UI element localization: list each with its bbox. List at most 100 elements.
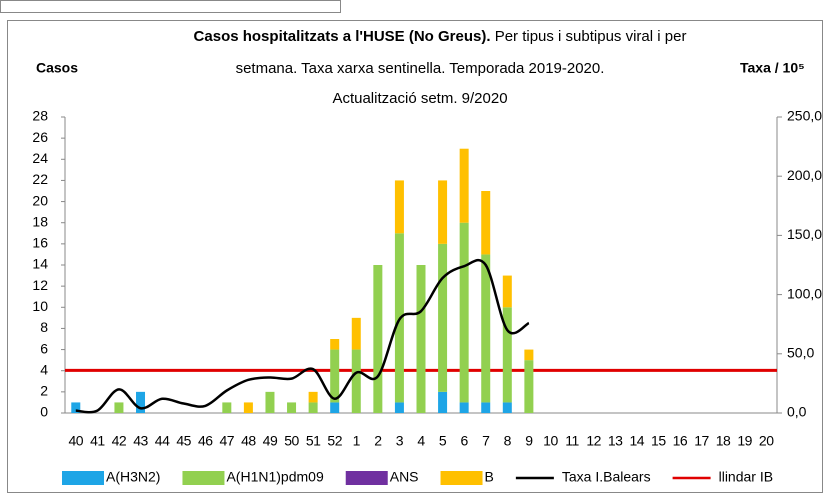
x-tick-label: 40: [68, 433, 83, 449]
x-tick-label: 47: [220, 433, 235, 449]
bar: [243, 402, 253, 413]
legend-label: A(H1N1)pdm09: [226, 469, 323, 485]
y-tick-label: 18: [32, 213, 48, 229]
y2-tick-label: 150,0: [787, 226, 822, 242]
y-tick-label: 22: [32, 171, 48, 187]
bar: [394, 180, 404, 234]
x-tick-label: 51: [306, 433, 321, 449]
legend-label: ANS: [390, 469, 419, 485]
x-tick-label: 3: [396, 433, 404, 449]
bar: [394, 402, 404, 413]
bar: [502, 307, 512, 403]
bar: [459, 222, 469, 403]
bar: [308, 402, 318, 413]
y2-axis-label: Taxa / 10⁵: [740, 60, 805, 76]
bar: [265, 391, 275, 413]
chart-title: Casos hospitalitzats a l'HUSE (No Greus)…: [194, 28, 491, 45]
subtitle: setmana. Taxa xarxa sentinella. Temporad…: [236, 60, 605, 77]
y2-tick-label: 250,0: [787, 108, 822, 124]
y-tick-label: 2: [40, 383, 48, 399]
bar: [481, 191, 491, 255]
bar: [438, 243, 448, 392]
x-tick-label: 43: [133, 433, 148, 449]
y-tick-label: 24: [32, 150, 48, 166]
top-frame: [0, 0, 341, 13]
x-tick-label: 17: [694, 433, 709, 449]
bar: [330, 402, 340, 413]
x-tick-label: 44: [155, 433, 170, 449]
x-tick-label: 11: [565, 433, 579, 449]
y-axis-label: Casos: [36, 60, 78, 76]
bar: [438, 180, 448, 244]
x-tick-label: 48: [241, 433, 256, 449]
bar: [524, 349, 534, 361]
y2-tick-label: 100,0: [787, 285, 822, 301]
y2-tick-label: 0,0: [787, 404, 807, 420]
y-tick-label: 14: [32, 256, 48, 272]
legend-swatch: [62, 471, 104, 485]
y-tick-label: 28: [32, 108, 48, 124]
bar: [459, 402, 469, 413]
x-tick-label: 19: [737, 433, 752, 449]
bar: [114, 402, 124, 413]
x-tick-label: 9: [525, 433, 533, 449]
x-tick-label: 52: [327, 433, 342, 449]
x-tick-label: 10: [543, 433, 558, 449]
bar: [481, 402, 491, 413]
x-tick-label: 5: [439, 433, 447, 449]
subtitle: Per tipus i subtipus viral i per: [495, 28, 687, 45]
y-tick-label: 12: [32, 277, 48, 293]
bar: [71, 402, 81, 413]
x-tick-label: 50: [284, 433, 299, 449]
subtitle: Actualització setm. 9/2020: [332, 90, 507, 107]
x-tick-label: 6: [461, 433, 469, 449]
bar: [222, 402, 232, 413]
y-tick-label: 6: [40, 340, 48, 356]
bar: [502, 402, 512, 413]
y2-tick-label: 200,0: [787, 167, 822, 183]
legend-swatch: [345, 471, 388, 485]
bar: [136, 391, 146, 413]
y-tick-label: 4: [40, 361, 48, 377]
y2-tick-label: 50,0: [787, 345, 814, 361]
bar: [481, 254, 491, 403]
x-tick-label: 49: [263, 433, 278, 449]
y-tick-label: 0: [40, 404, 48, 420]
x-tick-label: 15: [651, 433, 666, 449]
x-tick-label: 4: [417, 433, 425, 449]
bar: [287, 402, 297, 413]
x-tick-label: 7: [482, 433, 490, 449]
bar: [502, 275, 512, 308]
legend-swatch: [440, 471, 483, 485]
legend-label: llindar IB: [719, 469, 773, 485]
x-tick-label: 2: [374, 433, 382, 449]
bar: [308, 391, 318, 403]
bar: [459, 148, 469, 223]
x-tick-label: 14: [629, 433, 644, 449]
y-tick-label: 8: [40, 319, 48, 335]
legend-label: B: [485, 469, 494, 485]
line: [75, 258, 530, 414]
y-tick-label: 16: [32, 235, 48, 251]
x-tick-label: 42: [112, 433, 127, 449]
chart-frame: [7, 20, 823, 493]
x-tick-label: 20: [759, 433, 774, 449]
bar: [524, 360, 534, 413]
title-line: Casos hospitalitzats a l'HUSE (No Greus)…: [194, 28, 687, 45]
legend-swatch: [182, 471, 225, 485]
bar: [351, 349, 361, 413]
x-tick-label: 1: [353, 433, 361, 449]
x-tick-label: 12: [586, 433, 601, 449]
bar: [373, 265, 383, 413]
y-tick-label: 26: [32, 129, 48, 145]
bar: [438, 391, 448, 413]
legend-label: A(H3N2): [106, 469, 160, 485]
x-tick-label: 46: [198, 433, 213, 449]
x-tick-label: 41: [90, 433, 105, 449]
x-tick-label: 8: [504, 433, 512, 449]
bar: [330, 339, 340, 350]
x-tick-label: 13: [608, 433, 623, 449]
x-tick-label: 16: [673, 433, 688, 449]
x-tick-label: 18: [716, 433, 731, 449]
